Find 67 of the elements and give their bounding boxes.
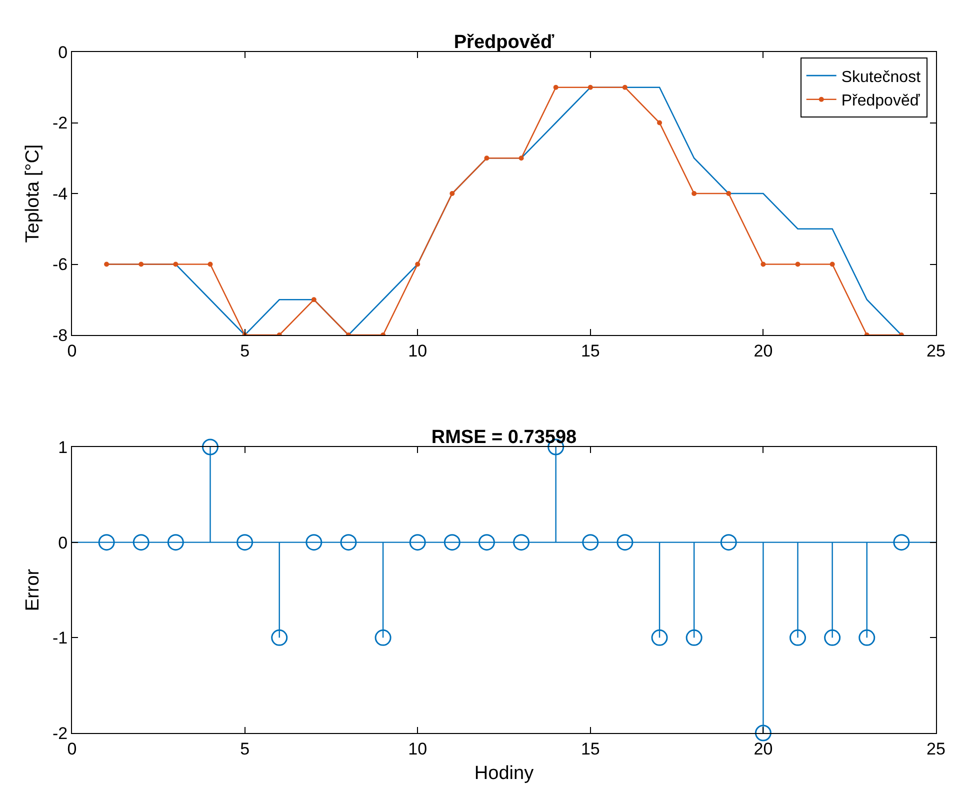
point (720, 534, 737, 551)
point (858, 629, 876, 646)
point (754, 724, 772, 742)
point (271, 629, 288, 646)
point (374, 629, 392, 646)
x-tick-label: 10 (408, 341, 428, 360)
point (478, 534, 495, 551)
point (415, 262, 420, 267)
point (340, 534, 357, 551)
point (622, 84, 628, 90)
chart-title: RMSE = 0.73598 (431, 427, 577, 448)
point (582, 534, 599, 551)
point (104, 262, 110, 267)
point (686, 629, 702, 646)
x-tick-label: 25 (926, 739, 946, 758)
x-tick-label: 10 (408, 739, 428, 758)
point (173, 262, 178, 267)
x-tick-label: 15 (580, 341, 600, 360)
y-tick-label: -8 (52, 326, 68, 345)
point (588, 84, 593, 90)
point (513, 534, 530, 551)
legend-label: Předpověď (841, 92, 920, 110)
y-tick-label: 0 (58, 42, 68, 62)
x-tick-label: 5 (240, 341, 250, 360)
y-tick-label: 0 (58, 533, 68, 552)
y-tick-label: -2 (52, 724, 68, 743)
y-tick-label: -4 (52, 184, 68, 204)
point (138, 262, 144, 267)
y-tick-label: 1 (58, 438, 68, 457)
point (409, 534, 426, 551)
x-tick-label: 25 (926, 341, 946, 360)
point (553, 84, 558, 90)
point (790, 629, 806, 646)
point (484, 156, 490, 161)
point (98, 534, 115, 551)
point (692, 191, 697, 196)
point (651, 629, 668, 646)
point (236, 534, 254, 551)
point (893, 534, 910, 551)
point (311, 297, 316, 302)
point (830, 262, 835, 267)
legend-label: Skutečnost (841, 68, 922, 86)
point (824, 629, 841, 646)
point (208, 262, 213, 267)
point (306, 534, 322, 551)
x-tick-label: 20 (754, 341, 773, 360)
y-axis-title: Error (22, 568, 44, 612)
y-tick-label: -1 (52, 628, 68, 648)
point (132, 534, 150, 551)
point (795, 262, 800, 267)
y-tick-label: -2 (52, 114, 68, 133)
chart-title: Předpověď (454, 32, 554, 53)
point (450, 191, 455, 196)
point (657, 120, 662, 126)
x-axis-title: Hodiny (474, 763, 534, 784)
point (726, 191, 732, 196)
point (760, 262, 766, 267)
point (167, 534, 184, 551)
x-tick-label: 5 (240, 739, 250, 758)
point (444, 534, 460, 551)
y-axis-title: Teplota [°C] (22, 144, 44, 243)
point (616, 534, 634, 551)
point (518, 156, 524, 161)
x-tick-label: 20 (754, 739, 773, 758)
point (202, 438, 218, 456)
y-tick-label: -6 (52, 255, 68, 274)
x-tick-label: 15 (580, 739, 600, 758)
